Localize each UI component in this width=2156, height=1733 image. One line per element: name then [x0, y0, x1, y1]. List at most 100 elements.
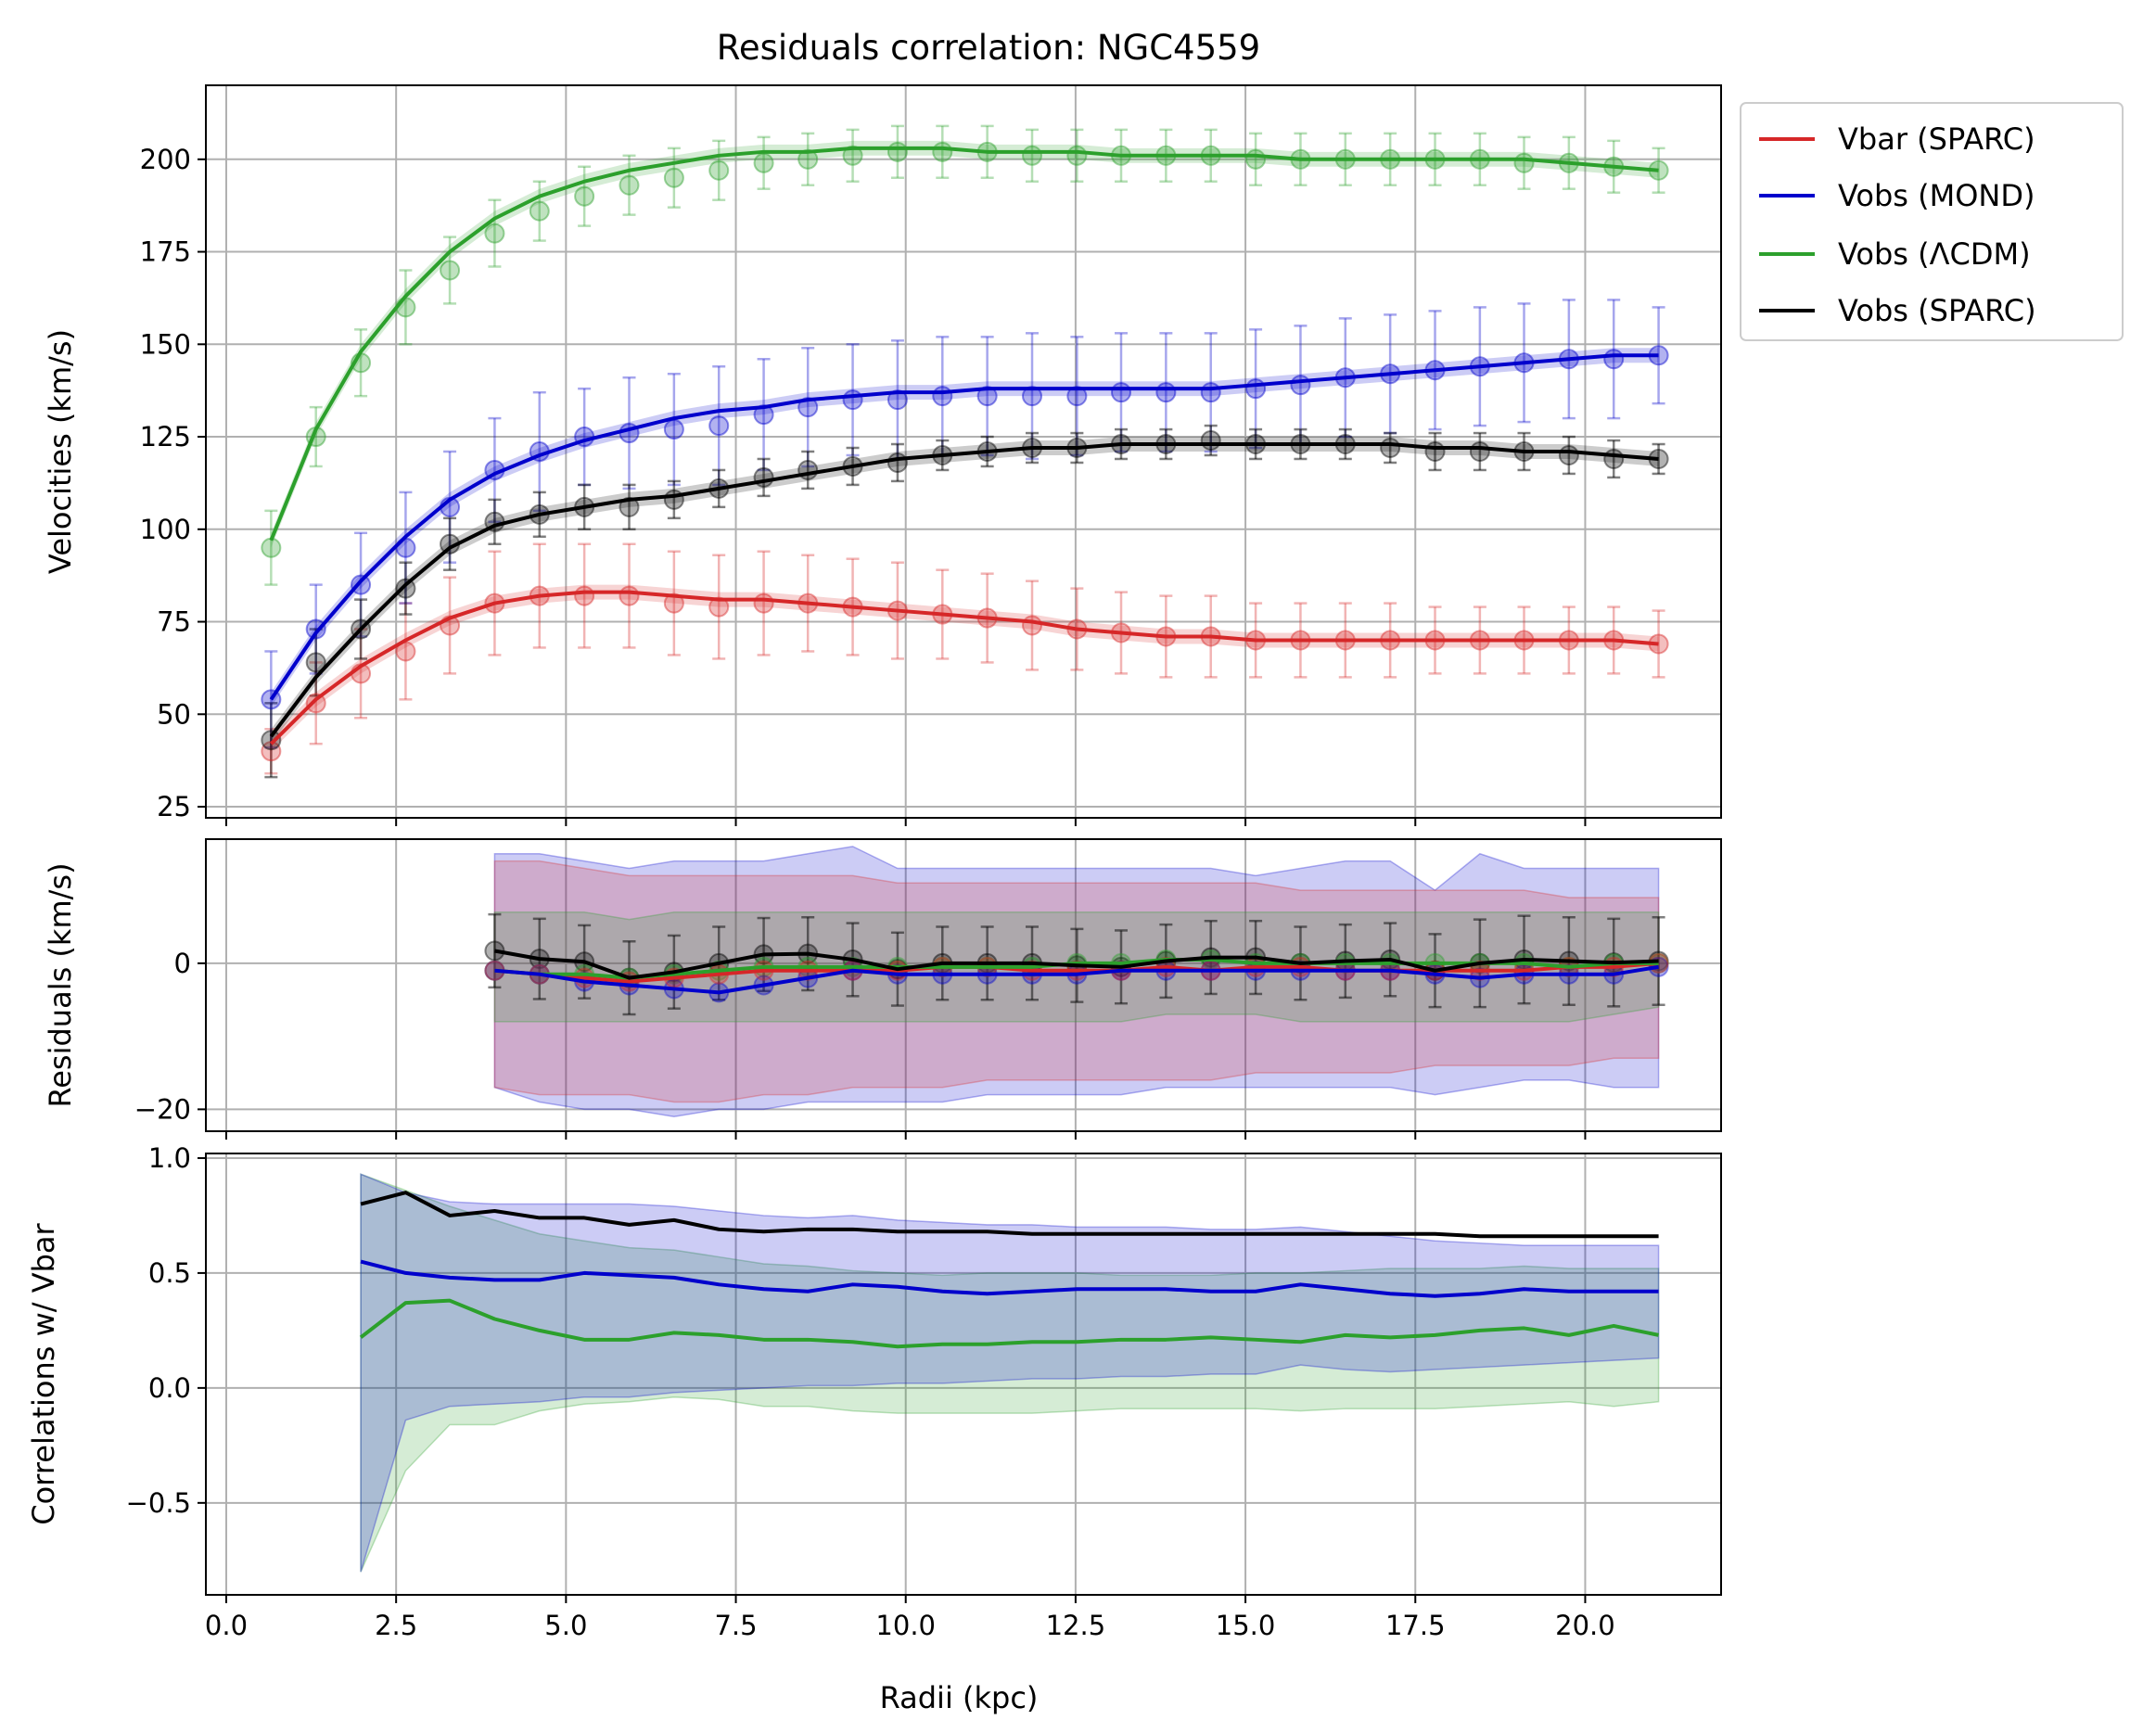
- velocities-point-mond: [305, 618, 326, 640]
- correlations-xtick-label: 20.0: [1555, 1610, 1615, 1641]
- velocities-point-lcdm: [887, 141, 908, 162]
- legend-frame: [1740, 102, 2124, 341]
- velocities-point-sparc: [261, 730, 282, 751]
- velocities-point-vbar: [753, 593, 774, 614]
- velocities-ytick-label: 150: [140, 328, 191, 360]
- correlations-grid: [206, 1153, 1721, 1595]
- velocities-point-vbar: [663, 593, 684, 614]
- velocities-point-lcdm: [1022, 145, 1043, 166]
- velocities-frame: [205, 84, 1722, 819]
- velocities-point-mond: [932, 386, 953, 407]
- correlations-ylabel: Correlations w/ Vbar: [26, 1222, 61, 1524]
- legend-label-mond: Vobs (MOND): [1838, 178, 2035, 213]
- velocities-point-mond: [1200, 382, 1221, 403]
- velocities-point-lcdm: [484, 223, 505, 244]
- velocities-point-mond: [976, 386, 998, 407]
- velocities-point-lcdm: [932, 141, 953, 162]
- velocities-point-mond: [1290, 375, 1311, 396]
- correlations-xtick-label: 10.0: [875, 1610, 936, 1641]
- correlations-frame: [205, 1153, 1722, 1596]
- legend: Vbar (SPARC) Vobs (MOND) Vobs (ΛCDM) Vob…: [1740, 102, 2124, 341]
- residuals-frame: [205, 838, 1722, 1132]
- correlations-xtick-label: 7.5: [714, 1610, 757, 1641]
- velocities-point-vbar: [1022, 615, 1043, 636]
- correlations-xtick-label: 5.0: [544, 1610, 587, 1641]
- residuals-ytick-label: 0: [174, 948, 191, 979]
- residuals-axes: −20 0 Residuals (km/s): [43, 838, 1722, 1140]
- velocities-point-vbar: [619, 585, 640, 606]
- correlations-xtick-label: 15.0: [1216, 1610, 1276, 1641]
- panel-velocities: 25 50 75 100 125 150 175 200 Velocities (km/s): [43, 84, 1722, 826]
- velocities-point-mond: [842, 389, 863, 411]
- velocities-point-lcdm: [1245, 148, 1267, 170]
- velocities-ylabel: Velocities (km/s): [43, 329, 78, 574]
- velocities-line-lcdm: [269, 146, 1659, 542]
- correlations-xtick-label: 2.5: [375, 1610, 417, 1641]
- velocities-ytick-label: 175: [140, 236, 191, 268]
- correlations-band-lcdm: [360, 1173, 1660, 1573]
- panel-correlations: 0.0 2.5 5.0 7.5 10.0 12.5 15.0 17.5 20.0 −0.5 0.0 0…: [26, 1142, 1722, 1641]
- velocities-point-sparc: [1200, 430, 1221, 452]
- correlations-line-mond: [360, 1259, 1659, 1298]
- legend-label-lcdm: Vobs (ΛCDM): [1838, 236, 2031, 272]
- x-axis-label: Radii (kpc): [880, 1680, 1039, 1715]
- correlations-line-sparc: [360, 1191, 1659, 1239]
- velocities-point-lcdm: [797, 148, 819, 170]
- velocities-point-lcdm: [1513, 152, 1535, 173]
- velocities-point-lcdm: [842, 145, 863, 166]
- velocities-point-lcdm: [1066, 145, 1088, 166]
- velocities-point-mond: [708, 415, 730, 437]
- velocities-point-sparc: [619, 496, 640, 517]
- velocities-band-mond: [271, 348, 1659, 707]
- velocities-point-lcdm: [395, 297, 416, 318]
- velocities-lines: [269, 146, 1659, 745]
- velocities-point-sparc: [1603, 448, 1625, 469]
- velocities-axes: 25 50 75 100 125 150 175 200 Velocities (km/s): [43, 84, 1722, 826]
- legend-label-sparc: Vobs (SPARC): [1838, 293, 2036, 328]
- correlations-bands: [360, 1173, 1660, 1573]
- velocities-ytick-label: 125: [140, 421, 191, 452]
- velocities-line-vbar: [269, 590, 1659, 745]
- velocities-point-lcdm: [663, 167, 684, 188]
- velocities-point-sparc: [1380, 438, 1401, 459]
- velocities-point-lcdm: [440, 260, 461, 281]
- velocities-point-vbar: [708, 596, 730, 618]
- correlations-ytick-label: 0.5: [148, 1257, 191, 1289]
- velocities-point-mond: [1245, 378, 1267, 400]
- residuals-ytick-label: −20: [134, 1093, 191, 1125]
- velocities-ytick-label: 100: [140, 514, 191, 545]
- correlations-lines: [359, 1191, 1659, 1349]
- correlations-line-lcdm: [359, 1298, 1659, 1349]
- velocities-point-vbar: [305, 693, 326, 714]
- correlations-xtick-label: 0.0: [205, 1610, 248, 1641]
- velocities-point-sparc: [395, 578, 416, 599]
- correlations-xtick-label: 12.5: [1046, 1610, 1106, 1641]
- panel-residuals: −20 0 Residuals (km/s): [43, 838, 1722, 1140]
- residuals-line-lcdm: [494, 957, 1659, 980]
- velocities-point-mond: [1066, 386, 1088, 407]
- correlations-band-mond: [360, 1173, 1660, 1573]
- velocities-line-mond: [269, 353, 1659, 701]
- correlations-ytick-label: −0.5: [126, 1487, 191, 1519]
- velocities-ytick-label: 200: [140, 144, 191, 175]
- velocities-point-lcdm: [574, 185, 595, 207]
- figure-title: Residuals correlation: NGC4559: [717, 28, 1260, 68]
- velocities-point-mond: [797, 397, 819, 418]
- velocities-point-lcdm: [261, 537, 282, 558]
- velocities-point-sparc: [887, 452, 908, 473]
- velocities-point-mond: [663, 419, 684, 440]
- velocities-point-lcdm: [753, 152, 774, 173]
- velocities-point-mond: [1603, 349, 1625, 370]
- velocities-point-mond: [1022, 386, 1043, 407]
- velocities-point-sparc: [1558, 444, 1579, 465]
- velocities-point-mond: [1155, 382, 1177, 403]
- velocities-point-mond: [887, 389, 908, 411]
- velocities-point-mond: [351, 574, 372, 595]
- residuals-line-sparc: [494, 949, 1659, 980]
- correlations-ytick-label: 0.0: [148, 1372, 191, 1404]
- velocities-grid: [206, 85, 1721, 818]
- velocities-point-lcdm: [529, 200, 550, 222]
- velocities-point-lcdm: [619, 174, 640, 196]
- residuals-ylabel: Residuals (km/s): [43, 862, 78, 1107]
